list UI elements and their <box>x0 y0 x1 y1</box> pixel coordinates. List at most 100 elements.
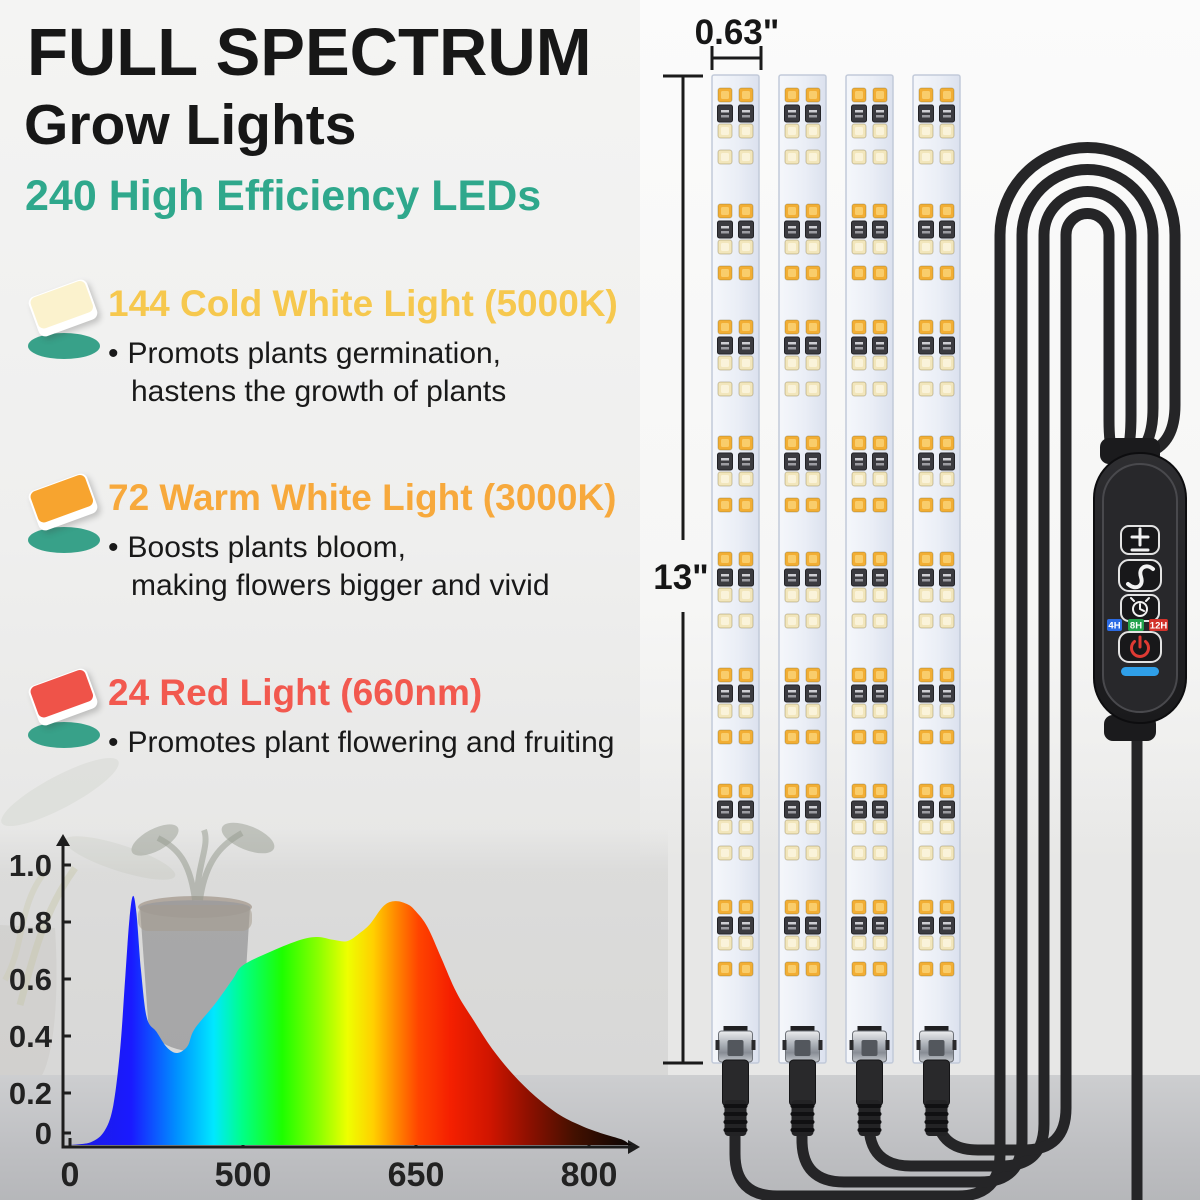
driver-ic <box>717 684 733 703</box>
feature-bullet: • Promotes plant flowering and fruiting <box>108 724 682 762</box>
feature-heading: 144 Cold White Light (5000K) <box>108 283 618 324</box>
driver-ic <box>939 800 955 819</box>
driver-ic <box>851 220 867 239</box>
driver-ic <box>939 916 955 935</box>
chip-pad <box>28 722 100 748</box>
x-axis-tick-label: 800 <box>561 1156 618 1194</box>
driver-ic <box>738 104 754 123</box>
driver-ic <box>784 104 800 123</box>
driver-ic <box>738 684 754 703</box>
bullet-text: hastens the growth of plants <box>131 375 507 408</box>
driver-ic <box>784 568 800 587</box>
power-cords <box>729 142 1181 1200</box>
cord-plug <box>856 1059 883 1107</box>
driver-ic <box>851 800 867 819</box>
driver-ic <box>939 336 955 355</box>
clock-icon <box>1130 597 1150 617</box>
driver-ic <box>851 916 867 935</box>
driver-ic <box>872 220 888 239</box>
timer-chip-4H <box>1107 619 1122 631</box>
driver-ic <box>918 568 934 587</box>
bullet-dot: • <box>108 337 119 370</box>
x-axis-ticks: 0 500 650 800 <box>61 1156 618 1194</box>
cord-bar-4 <box>930 208 1118 1156</box>
x-axis-tick-label: 650 <box>388 1156 445 1194</box>
timer-chip-8H <box>1128 619 1144 631</box>
led-bar-1 <box>711 74 760 1064</box>
power-icon <box>1130 635 1150 658</box>
page-subtitle: Grow Lights <box>24 93 357 157</box>
inline-controller: 4H 8H 12H <box>1093 438 1187 741</box>
feature-text: 24 Red Light (660nm) • Promotes plant flow… <box>108 672 682 762</box>
feature-bullet: hastens the growth of plants <box>108 373 682 411</box>
driver-ic <box>738 800 754 819</box>
driver-ic <box>717 336 733 355</box>
driver-ic <box>805 220 821 239</box>
driver-ic <box>717 452 733 471</box>
x-axis-arrow <box>628 1140 640 1154</box>
cycle-icon <box>1126 564 1155 590</box>
bullet-text: Boosts plants bloom, <box>127 531 406 564</box>
driver-ic <box>738 336 754 355</box>
status-indicator-bar <box>1121 667 1159 676</box>
driver-ic <box>918 220 934 239</box>
driver-ic <box>851 452 867 471</box>
cord-bar-3 <box>863 186 1137 1172</box>
driver-ic <box>784 220 800 239</box>
driver-ic <box>717 568 733 587</box>
feature-bullet: • Boosts plants bloom, <box>108 529 682 567</box>
y-axis-tick-label: 0.6 <box>9 962 52 997</box>
driver-ic <box>738 220 754 239</box>
driver-ic <box>805 916 821 935</box>
led-chip-icon <box>22 666 110 756</box>
driver-ic <box>851 104 867 123</box>
driver-ic <box>918 916 934 935</box>
timer-chip-12H <box>1149 619 1168 631</box>
feature-text: 72 Warm White Light (3000K) • Boosts plant… <box>108 477 682 605</box>
driver-ic <box>805 452 821 471</box>
cord-bar-2 <box>796 164 1159 1188</box>
y-axis-tick-label: 0.4 <box>9 1019 53 1054</box>
cord-plug <box>923 1059 950 1107</box>
driver-ic <box>717 916 733 935</box>
driver-ic <box>872 684 888 703</box>
driver-ic <box>939 568 955 587</box>
driver-ic <box>805 800 821 819</box>
bar-connector <box>916 1026 957 1136</box>
y-axis-tick-label: 1.0 <box>9 848 52 883</box>
driver-ic <box>717 220 733 239</box>
driver-ic <box>872 800 888 819</box>
spectrum-curve <box>70 895 632 1145</box>
brightness-button <box>1120 525 1160 555</box>
mode-button <box>1118 559 1162 592</box>
led-bars <box>711 74 961 1136</box>
timer-chip-label: 8H <box>1130 621 1142 632</box>
feature-bullet: making flowers bigger and vivid <box>108 567 682 605</box>
feature-text: 144 Cold White Light (5000K) • Promots pla… <box>108 283 682 411</box>
cord-plug <box>722 1059 749 1107</box>
driver-ic <box>918 452 934 471</box>
timer-button <box>1120 594 1160 622</box>
chip-pad <box>28 527 100 553</box>
cord-bar-1 <box>729 142 1181 1200</box>
driver-ic <box>784 684 800 703</box>
x-axis-tick-label: 0 <box>61 1156 80 1194</box>
driver-ic <box>851 684 867 703</box>
feature-red-light: 24 Red Light (660nm) • Promotes plant flow… <box>22 666 682 762</box>
dimension-annotations <box>663 46 763 1065</box>
driver-ic <box>717 104 733 123</box>
driver-ic <box>805 336 821 355</box>
plus-minus-icon <box>1130 527 1150 552</box>
cord-plug <box>789 1059 816 1107</box>
timer-duration-chips: 4H 8H 12H <box>1107 619 1168 632</box>
led-bar-4 <box>912 74 961 1064</box>
driver-ic <box>918 104 934 123</box>
chip-pad <box>28 333 100 359</box>
driver-ic <box>805 104 821 123</box>
driver-ic <box>784 452 800 471</box>
page-title: FULL SPECTRUM <box>27 15 592 90</box>
y-axis-arrow <box>56 834 70 846</box>
driver-ic <box>738 916 754 935</box>
power-button <box>1118 631 1162 663</box>
